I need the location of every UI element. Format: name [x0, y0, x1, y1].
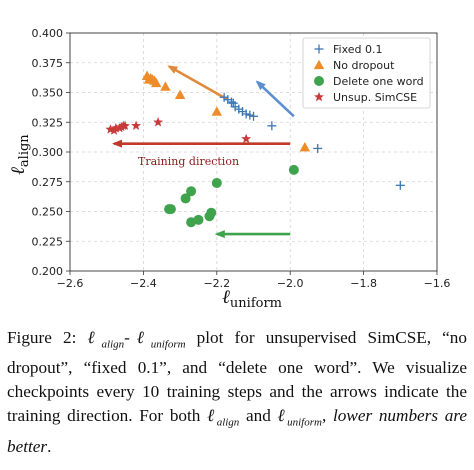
y-tick-label: 0.375 [32, 57, 64, 70]
data-point [395, 180, 405, 190]
x-tick-label: −2.6 [57, 277, 84, 290]
data-point [160, 81, 171, 91]
x-tick-label: −1.6 [424, 277, 451, 290]
data-point [186, 217, 197, 228]
data-point [313, 143, 323, 153]
y-tick-label: 0.275 [32, 176, 64, 189]
data-point [226, 97, 236, 107]
y-axis-label-symbol: ℓ [7, 167, 29, 175]
series-no-dropout [141, 70, 311, 152]
legend-entry: Fixed 0.1 [314, 43, 383, 56]
y-tick-label: 0.300 [32, 146, 64, 159]
data-point [241, 133, 252, 144]
training-direction-arrow [255, 80, 295, 118]
data-point [186, 186, 197, 197]
y-tick-label: 0.325 [32, 116, 64, 129]
y-tick-label: 0.200 [32, 265, 64, 278]
x-axis-label: ℓuniform [222, 286, 282, 311]
y-axis-label-subscript: align [17, 134, 32, 167]
caption-l-uniform-2: ℓuniform [277, 406, 322, 429]
y-axis-label: ℓalign [7, 134, 32, 175]
y-tick-label: 0.250 [32, 206, 64, 219]
alignment-uniformity-scatter-plot: −2.6 −2.4 −2.2 −2.0 −1.8 −1.6 0.200 0.225 0.250… [7, 27, 451, 311]
data-point [153, 117, 164, 127]
series-fixed-0-1 [219, 92, 405, 190]
legend-label: Unsup. SimCSE [333, 91, 417, 104]
x-axis-ticks: −2.6 −2.4 −2.2 −2.0 −1.8 −1.6 [57, 271, 451, 290]
legend-entry: Unsup. SimCSE [314, 91, 417, 104]
legend-label: Fixed 0.1 [333, 43, 383, 56]
data-point [211, 106, 222, 116]
data-point [299, 142, 311, 152]
legend-marker [313, 59, 325, 70]
y-axis-ticks: 0.200 0.225 0.250 0.275 0.300 0.325 0.350 0.375… [32, 27, 70, 278]
series-unsup-simcse [105, 117, 252, 144]
data-point [120, 120, 130, 131]
legend-entry: Delete one word [314, 75, 424, 88]
legend-entry: No dropout [313, 59, 395, 72]
x-axis-label-subscript: uniform [230, 296, 282, 311]
training-direction-arrows [112, 65, 295, 239]
legend-marker [314, 44, 324, 54]
legend-marker [314, 91, 324, 102]
x-tick-label: −2.2 [203, 277, 230, 290]
data-point [288, 164, 299, 175]
data-point [151, 77, 162, 88]
data-point [131, 120, 142, 131]
legend-label: Delete one word [333, 75, 424, 88]
series-delete-one-word [164, 164, 299, 228]
legend: Fixed 0.1 No dropout Delete one word Unsup.… [302, 37, 431, 109]
caption-l-align: ℓalign [87, 328, 125, 351]
data-point [211, 177, 222, 188]
data-point [174, 89, 186, 100]
data-point [165, 204, 176, 215]
x-axis-label-symbol: ℓ [222, 286, 230, 308]
x-tick-label: −2.4 [130, 277, 157, 290]
data-point [105, 124, 116, 134]
y-tick-label: 0.400 [32, 27, 64, 40]
data-point [110, 123, 121, 133]
caption-figure-label: Figure 2: [7, 328, 77, 347]
data-point [249, 111, 258, 121]
caption-emphasis: lower numbers are better [7, 406, 468, 456]
x-tick-label: −1.8 [350, 277, 377, 290]
data-points [105, 70, 405, 228]
data-point [180, 193, 191, 204]
x-tick-label: −2.0 [277, 277, 304, 290]
data-point [241, 109, 251, 119]
caption-l-align-2: ℓalign [207, 406, 240, 429]
data-point [267, 121, 277, 131]
figure-caption: Figure 2: ℓalign-ℓuniform plot for unsup… [7, 328, 468, 456]
annotation-training-direction: Training direction [138, 155, 239, 168]
data-point [245, 110, 255, 120]
caption-body: plot for unsupervised SimCSE, “no dropou… [7, 328, 467, 426]
caption-l-uniform: ℓuniform [129, 328, 186, 351]
y-tick-label: 0.225 [32, 235, 64, 248]
legend-marker [314, 76, 324, 86]
legend-box [302, 37, 431, 109]
y-tick-label: 0.350 [32, 87, 64, 100]
data-point [204, 211, 215, 222]
legend-label: No dropout [333, 59, 395, 72]
training-direction-arrow [167, 65, 229, 101]
